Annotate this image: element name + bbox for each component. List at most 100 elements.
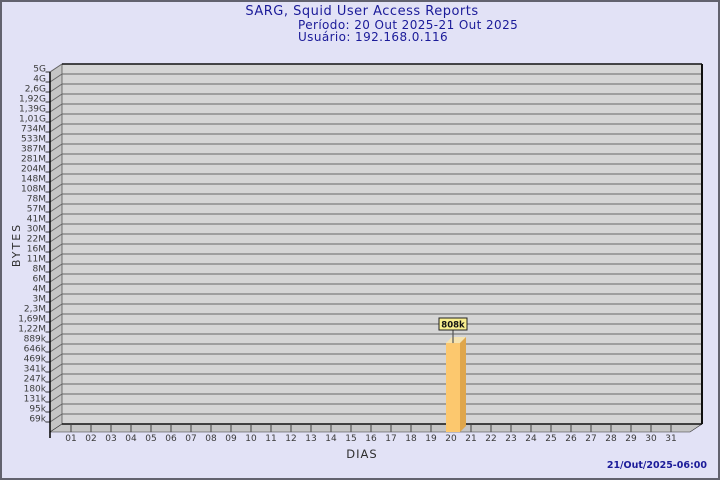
x-tick-label: 06 xyxy=(165,434,177,444)
x-tick-label: 26 xyxy=(565,434,577,444)
wall-gridline xyxy=(49,83,63,93)
y-tick-label: 131k xyxy=(24,395,47,405)
y-tick-label: 341k xyxy=(24,365,47,375)
wall-gridline xyxy=(49,323,63,333)
y-tick-label: 95k xyxy=(29,405,46,415)
y-tick-label: 16M xyxy=(27,245,46,255)
y-tick-label: 41M xyxy=(27,215,46,225)
wall-gridline xyxy=(49,163,63,173)
y-tick-label: 148M xyxy=(21,175,46,185)
wall-gridline xyxy=(49,263,63,273)
x-tick-label: 27 xyxy=(585,434,596,444)
x-tick-label: 04 xyxy=(125,434,137,444)
wall-gridline xyxy=(49,333,63,343)
x-tick-label: 09 xyxy=(225,434,237,444)
wall-gridline xyxy=(49,63,63,73)
wall-gridline xyxy=(49,283,63,293)
y-tick-label: 387M xyxy=(21,145,46,155)
wall-gridline xyxy=(49,343,63,353)
y-tick-label: 247k xyxy=(24,375,47,385)
bar-top xyxy=(446,337,466,344)
wall-gridline xyxy=(49,313,63,323)
wall-gridline xyxy=(49,203,63,213)
wall-gridline xyxy=(49,363,63,373)
wall-gridline xyxy=(49,213,63,223)
x-tick-label: 31 xyxy=(665,434,676,444)
x-tick-label: 01 xyxy=(65,434,76,444)
x-tick-label: 07 xyxy=(185,434,196,444)
x-tick-label: 15 xyxy=(345,434,356,444)
wall-gridline xyxy=(49,233,63,243)
y-tick-label: 78M xyxy=(27,195,46,205)
bar-front xyxy=(446,343,460,432)
y-tick-label: 889k xyxy=(24,335,47,345)
wall-gridline xyxy=(49,113,63,123)
wall-gridline xyxy=(49,133,63,143)
x-tick-label: 10 xyxy=(245,434,257,444)
wall-gridline xyxy=(49,123,63,133)
y-tick-label: 646k xyxy=(24,345,47,355)
x-tick-label: 05 xyxy=(145,434,156,444)
floor xyxy=(49,423,703,433)
y-tick-label: 69k xyxy=(29,415,46,425)
x-axis-title: DIAS xyxy=(346,447,378,461)
y-axis-title: BYTES xyxy=(10,222,23,268)
x-tick-label: 24 xyxy=(525,434,537,444)
y-tick-label: 533M xyxy=(21,135,46,145)
y-tick-label: 6M xyxy=(33,275,47,285)
x-tick-label: 30 xyxy=(645,434,657,444)
y-tick-label: 2,6G xyxy=(25,85,46,95)
x-tick-label: 13 xyxy=(305,434,316,444)
wall-gridline xyxy=(49,173,63,183)
x-tick-label: 20 xyxy=(445,434,457,444)
x-tick-label: 19 xyxy=(425,434,437,444)
y-tick-label: 5G xyxy=(33,65,46,75)
x-tick-label: 23 xyxy=(505,434,516,444)
x-tick-label: 03 xyxy=(105,434,116,444)
x-tick-label: 17 xyxy=(385,434,396,444)
y-tick-label: 1,01G xyxy=(19,115,46,125)
wall-gridline xyxy=(49,243,63,253)
y-tick-label: 8M xyxy=(33,265,47,275)
x-tick-label: 22 xyxy=(485,434,496,444)
y-tick-label: 1,92G xyxy=(19,95,46,105)
wall-gridline xyxy=(49,383,63,393)
bar-value-box xyxy=(438,317,468,331)
bar-side xyxy=(460,337,466,432)
wall-gridline xyxy=(49,353,63,363)
y-tick-label: 1,39G xyxy=(19,105,46,115)
y-tick-label: 4M xyxy=(33,285,47,295)
y-tick-label: 2,3M xyxy=(24,305,46,315)
y-tick-label: 1,69M xyxy=(18,315,46,325)
x-tick-label: 16 xyxy=(365,434,377,444)
bar-value-label: 808k xyxy=(441,321,465,331)
wall-gridline xyxy=(49,183,63,193)
y-tick-label: 281M xyxy=(21,155,46,165)
wall-gridline xyxy=(49,223,63,233)
x-tick-label: 02 xyxy=(85,434,96,444)
x-tick-label: 18 xyxy=(405,434,417,444)
y-tick-label: 22M xyxy=(27,235,46,245)
x-tick-label: 12 xyxy=(285,434,296,444)
wall-gridline xyxy=(49,73,63,83)
x-tick-label: 08 xyxy=(205,434,217,444)
x-tick-label: 11 xyxy=(265,434,276,444)
y-tick-label: 30M xyxy=(27,225,46,235)
wall-gridline xyxy=(49,143,63,153)
y-tick-label: 469k xyxy=(24,355,47,365)
wall-gridline xyxy=(49,413,63,423)
wall-gridline xyxy=(49,403,63,413)
wall-gridline xyxy=(49,303,63,313)
x-tick-label: 25 xyxy=(545,434,556,444)
wall-gridline xyxy=(49,103,63,113)
wall-gridline xyxy=(49,373,63,383)
wall-gridline xyxy=(49,293,63,303)
y-tick-label: 1,22M xyxy=(18,325,46,335)
wall-gridline xyxy=(49,393,63,403)
x-tick-label: 21 xyxy=(465,434,476,444)
wall-gridline xyxy=(49,153,63,163)
y-tick-label: 57M xyxy=(27,205,46,215)
chart-user: Usuário: 192.168.0.116 xyxy=(298,30,449,44)
y-tick-label: 3M xyxy=(33,295,47,305)
report-timestamp: 21/Out/2025-06:00 xyxy=(606,460,707,471)
